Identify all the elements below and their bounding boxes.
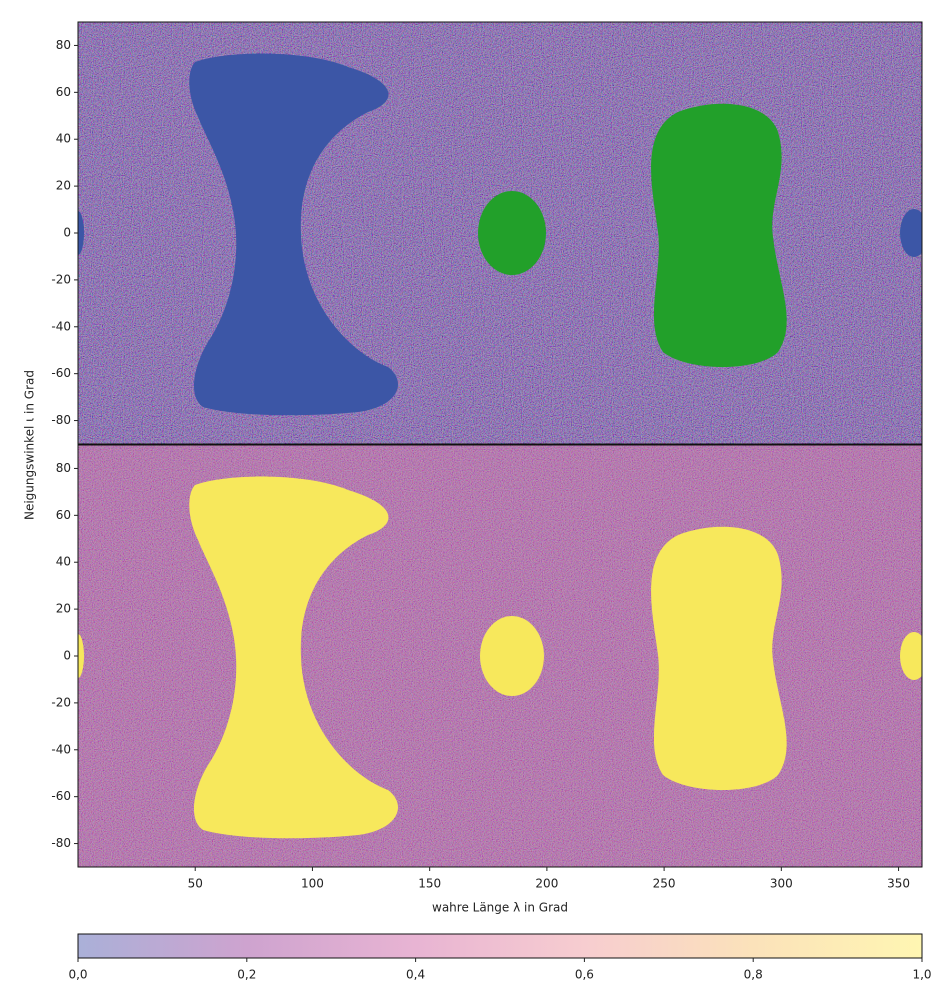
y-tick-label: 20: [56, 602, 71, 616]
y-tick-label: -80: [51, 413, 71, 427]
x-tick-label: 50: [188, 877, 203, 891]
y-tick-label: 80: [56, 38, 71, 52]
y-tick-label: 20: [56, 179, 71, 193]
y-tick-label: 60: [56, 508, 71, 522]
y-tick-label: 0: [63, 649, 71, 663]
x-tick-label: 150: [418, 877, 441, 891]
y-tick-label: 40: [56, 132, 71, 146]
colorbar-tick-label: 0,4: [406, 968, 425, 982]
x-tick-label: 200: [535, 877, 558, 891]
y-tick-label: -20: [51, 695, 71, 709]
colorbar-tick-label: 0,2: [237, 968, 256, 982]
y-tick-label: 60: [56, 85, 71, 99]
y-tick-label: 80: [56, 461, 71, 475]
y-tick-label: -80: [51, 836, 71, 850]
colorbar-tick-label: 0,6: [575, 968, 594, 982]
y-tick-label: 40: [56, 555, 71, 569]
y-tick-label: -60: [51, 789, 71, 803]
colorbar: [77, 933, 923, 959]
x-tick-label: 350: [887, 877, 910, 891]
x-tick-label: 300: [770, 877, 793, 891]
colorbar-tick-label: 0,0: [68, 968, 87, 982]
bottom-image: [78, 445, 922, 867]
y-tick-label: -40: [51, 319, 71, 333]
y-tick-label: -40: [51, 742, 71, 756]
y-tick-label: -20: [51, 272, 71, 286]
y-tick-label: 0: [63, 226, 71, 240]
x-axis-label: wahre Länge λ in Grad: [432, 901, 568, 915]
colorbar-tick-label: 1,0: [912, 968, 931, 982]
y-axis-label: Neigungswinkel ι in Grad: [23, 370, 37, 520]
x-tick-label: 250: [653, 877, 676, 891]
colorbar-tick-label: 0,8: [744, 968, 763, 982]
y-tick-label: -60: [51, 366, 71, 380]
x-tick-label: 100: [301, 877, 324, 891]
top-image: [78, 22, 922, 444]
